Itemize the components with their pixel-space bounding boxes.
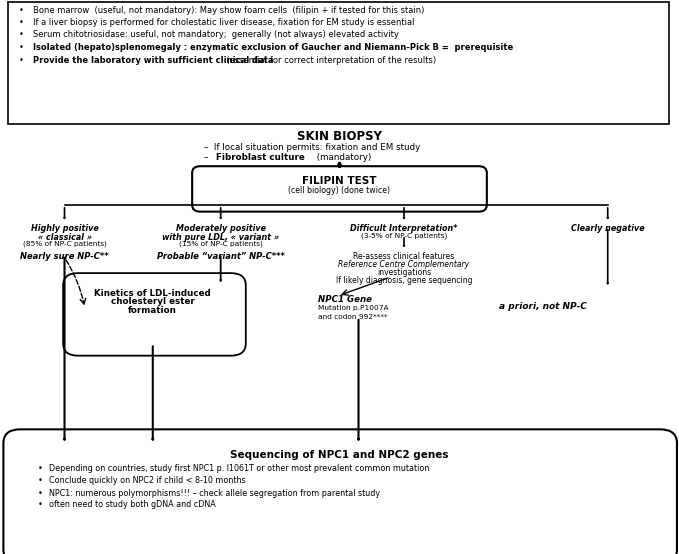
Text: Conclude quickly on NPC2 if child < 8-10 months: Conclude quickly on NPC2 if child < 8-10… [49,476,246,485]
Text: and codon 992****: and codon 992**** [318,314,388,320]
Text: Sequencing of NPC1 and NPC2 genes: Sequencing of NPC1 and NPC2 genes [230,450,449,460]
Text: cholesteryl ester: cholesteryl ester [111,297,195,306]
Text: FILIPIN TEST: FILIPIN TEST [302,176,377,186]
Text: Isolated (hepato)splenomegaly : enzymatic exclusion of Gaucher and Niemann-Pick : Isolated (hepato)splenomegaly : enzymati… [33,43,513,52]
Text: Clearly negative: Clearly negative [571,224,644,233]
Text: Serum chitotriosidase: useful, not mandatory;  generally (not always) elevated a: Serum chitotriosidase: useful, not manda… [33,30,399,39]
Text: Reference Centre Complementary: Reference Centre Complementary [338,260,470,269]
Text: (3-5% of NP-C patients): (3-5% of NP-C patients) [361,233,447,239]
Text: If a liver biopsy is performed for cholestatic liver disease, fixation for EM st: If a liver biopsy is performed for chole… [33,18,414,27]
Text: Difficult Interpretation*: Difficult Interpretation* [350,224,458,233]
Text: •: • [19,43,24,52]
Text: (15% of NP-C patients): (15% of NP-C patients) [179,241,263,248]
FancyBboxPatch shape [63,273,246,356]
Text: NPC1 Gene: NPC1 Gene [318,295,372,304]
Text: with pure LDL, « variant »: with pure LDL, « variant » [162,233,279,242]
Text: Provide the laboratory with sufficient clinical data: Provide the laboratory with sufficient c… [33,56,273,65]
Text: Bone marrow  (useful, not mandatory): May show foam cells  (filipin + if tested : Bone marrow (useful, not mandatory): May… [33,6,424,15]
Text: « classical »: « classical » [37,233,92,242]
Text: Kinetics of LDL-induced: Kinetics of LDL-induced [94,289,211,297]
Text: If likely diagnosis, gene sequencing: If likely diagnosis, gene sequencing [335,276,473,285]
Text: Moderately positive: Moderately positive [176,224,265,233]
Text: Re-assess clinical features: Re-assess clinical features [353,252,455,261]
Text: (cell biology) (done twice): (cell biology) (done twice) [289,186,390,194]
Text: •: • [19,56,24,65]
Text: (mandatory): (mandatory) [314,153,371,162]
Text: Highly positive: Highly positive [31,224,98,233]
FancyBboxPatch shape [8,2,669,124]
Text: •: • [19,6,24,15]
Text: NPC1: numerous polymorphisms!!! – check allele segregation from parental study: NPC1: numerous polymorphisms!!! – check … [49,489,380,497]
Text: SKIN BIOPSY: SKIN BIOPSY [297,130,382,142]
Text: investigations: investigations [377,268,431,277]
Text: Mutation p.P1007A: Mutation p.P1007A [318,305,388,311]
Text: –  If local situation permits: fixation and EM study: – If local situation permits: fixation a… [204,143,420,152]
FancyBboxPatch shape [192,166,487,212]
Text: •: • [37,500,42,509]
Text: •: • [19,18,24,27]
Text: •: • [37,464,42,473]
Text: a priori, not NP-C: a priori, not NP-C [499,302,587,311]
Text: •: • [37,489,42,497]
Text: Nearly sure NP-C**: Nearly sure NP-C** [20,252,109,260]
Text: Fibroblast culture: Fibroblast culture [216,153,305,162]
Text: Probable “variant” NP-C***: Probable “variant” NP-C*** [157,252,285,260]
Text: formation: formation [128,306,177,315]
Text: (85% of NP-C patients): (85% of NP-C patients) [22,241,107,248]
Text: •: • [19,30,24,39]
Text: •: • [37,476,42,485]
Text: (essential for correct interpretation of the results): (essential for correct interpretation of… [221,56,437,65]
Text: Depending on countries, study first NPC1 p. I1061T or other most prevalent commo: Depending on countries, study first NPC1… [49,464,429,473]
Text: –: – [204,153,214,162]
FancyBboxPatch shape [3,429,677,554]
Text: often need to study both gDNA and cDNA: often need to study both gDNA and cDNA [49,500,216,509]
